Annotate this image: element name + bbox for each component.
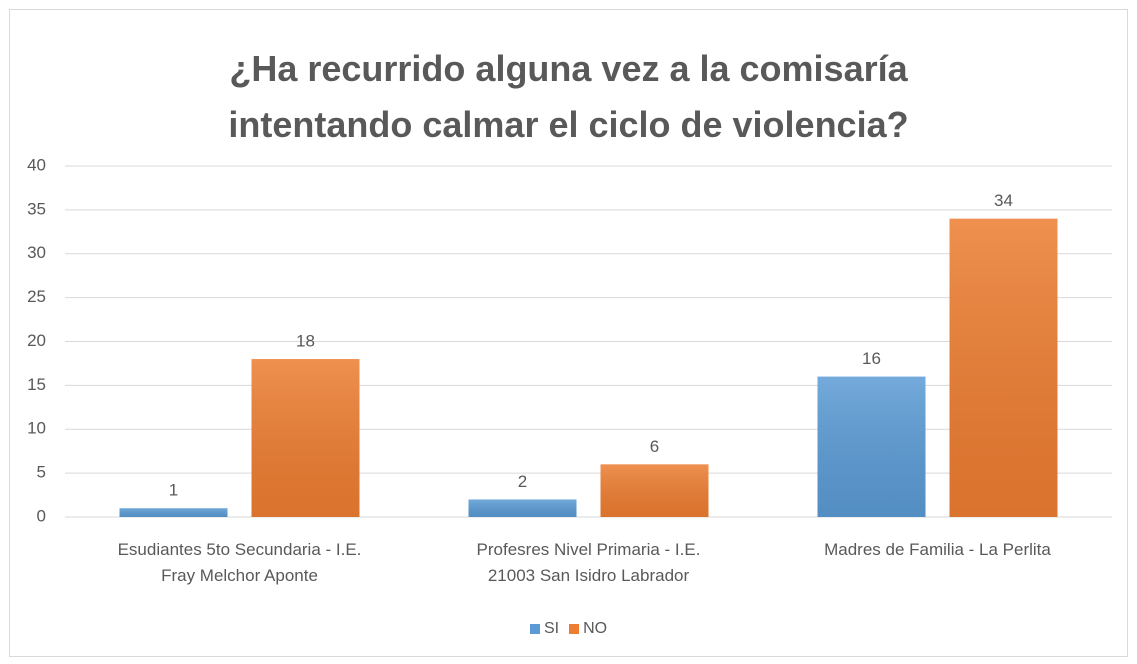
y-tick-label: 5 bbox=[37, 463, 46, 482]
legend-swatch bbox=[569, 624, 580, 634]
legend-label: NO bbox=[583, 620, 608, 637]
y-tick-label: 40 bbox=[27, 155, 46, 174]
chart-title: intentando calmar el ciclo de violencia? bbox=[228, 104, 909, 145]
data-label: 6 bbox=[650, 437, 659, 456]
y-tick-label: 30 bbox=[27, 243, 46, 262]
data-label: 34 bbox=[994, 191, 1013, 210]
data-label: 18 bbox=[296, 332, 315, 351]
chart-border bbox=[9, 9, 1128, 657]
bar-shade bbox=[119, 508, 228, 517]
bar-shade bbox=[468, 499, 577, 517]
bar-shade bbox=[949, 218, 1058, 517]
bar-shade bbox=[600, 464, 709, 517]
legend-item: SI bbox=[529, 620, 560, 638]
legend: SI NO bbox=[0, 620, 1137, 638]
chart-title: ¿Ha recurrido alguna vez a la comisaría bbox=[229, 48, 908, 89]
x-tick-label: Profesres Nivel Primaria - I.E. 21003 Sa… bbox=[476, 540, 701, 585]
legend-label: SI bbox=[543, 620, 560, 637]
x-tick-label: Madres de Familia - La Perlita bbox=[824, 540, 1051, 559]
y-tick-label: 25 bbox=[27, 287, 46, 306]
y-tick-label: 35 bbox=[27, 199, 46, 218]
y-tick-label: 0 bbox=[37, 506, 46, 525]
bar-shade bbox=[817, 376, 926, 517]
bar-shade bbox=[251, 359, 360, 517]
x-tick-label: Esudiantes 5to Secundaria - I.E. Fray Me… bbox=[117, 540, 362, 585]
data-label: 2 bbox=[518, 472, 527, 491]
y-tick-label: 10 bbox=[27, 419, 46, 438]
y-tick-label: 15 bbox=[27, 375, 46, 394]
data-label: 1 bbox=[169, 481, 178, 500]
legend-item: NO bbox=[569, 620, 607, 638]
y-tick-label: 20 bbox=[27, 331, 46, 350]
legend-swatch bbox=[529, 624, 540, 634]
data-label: 16 bbox=[862, 349, 881, 368]
